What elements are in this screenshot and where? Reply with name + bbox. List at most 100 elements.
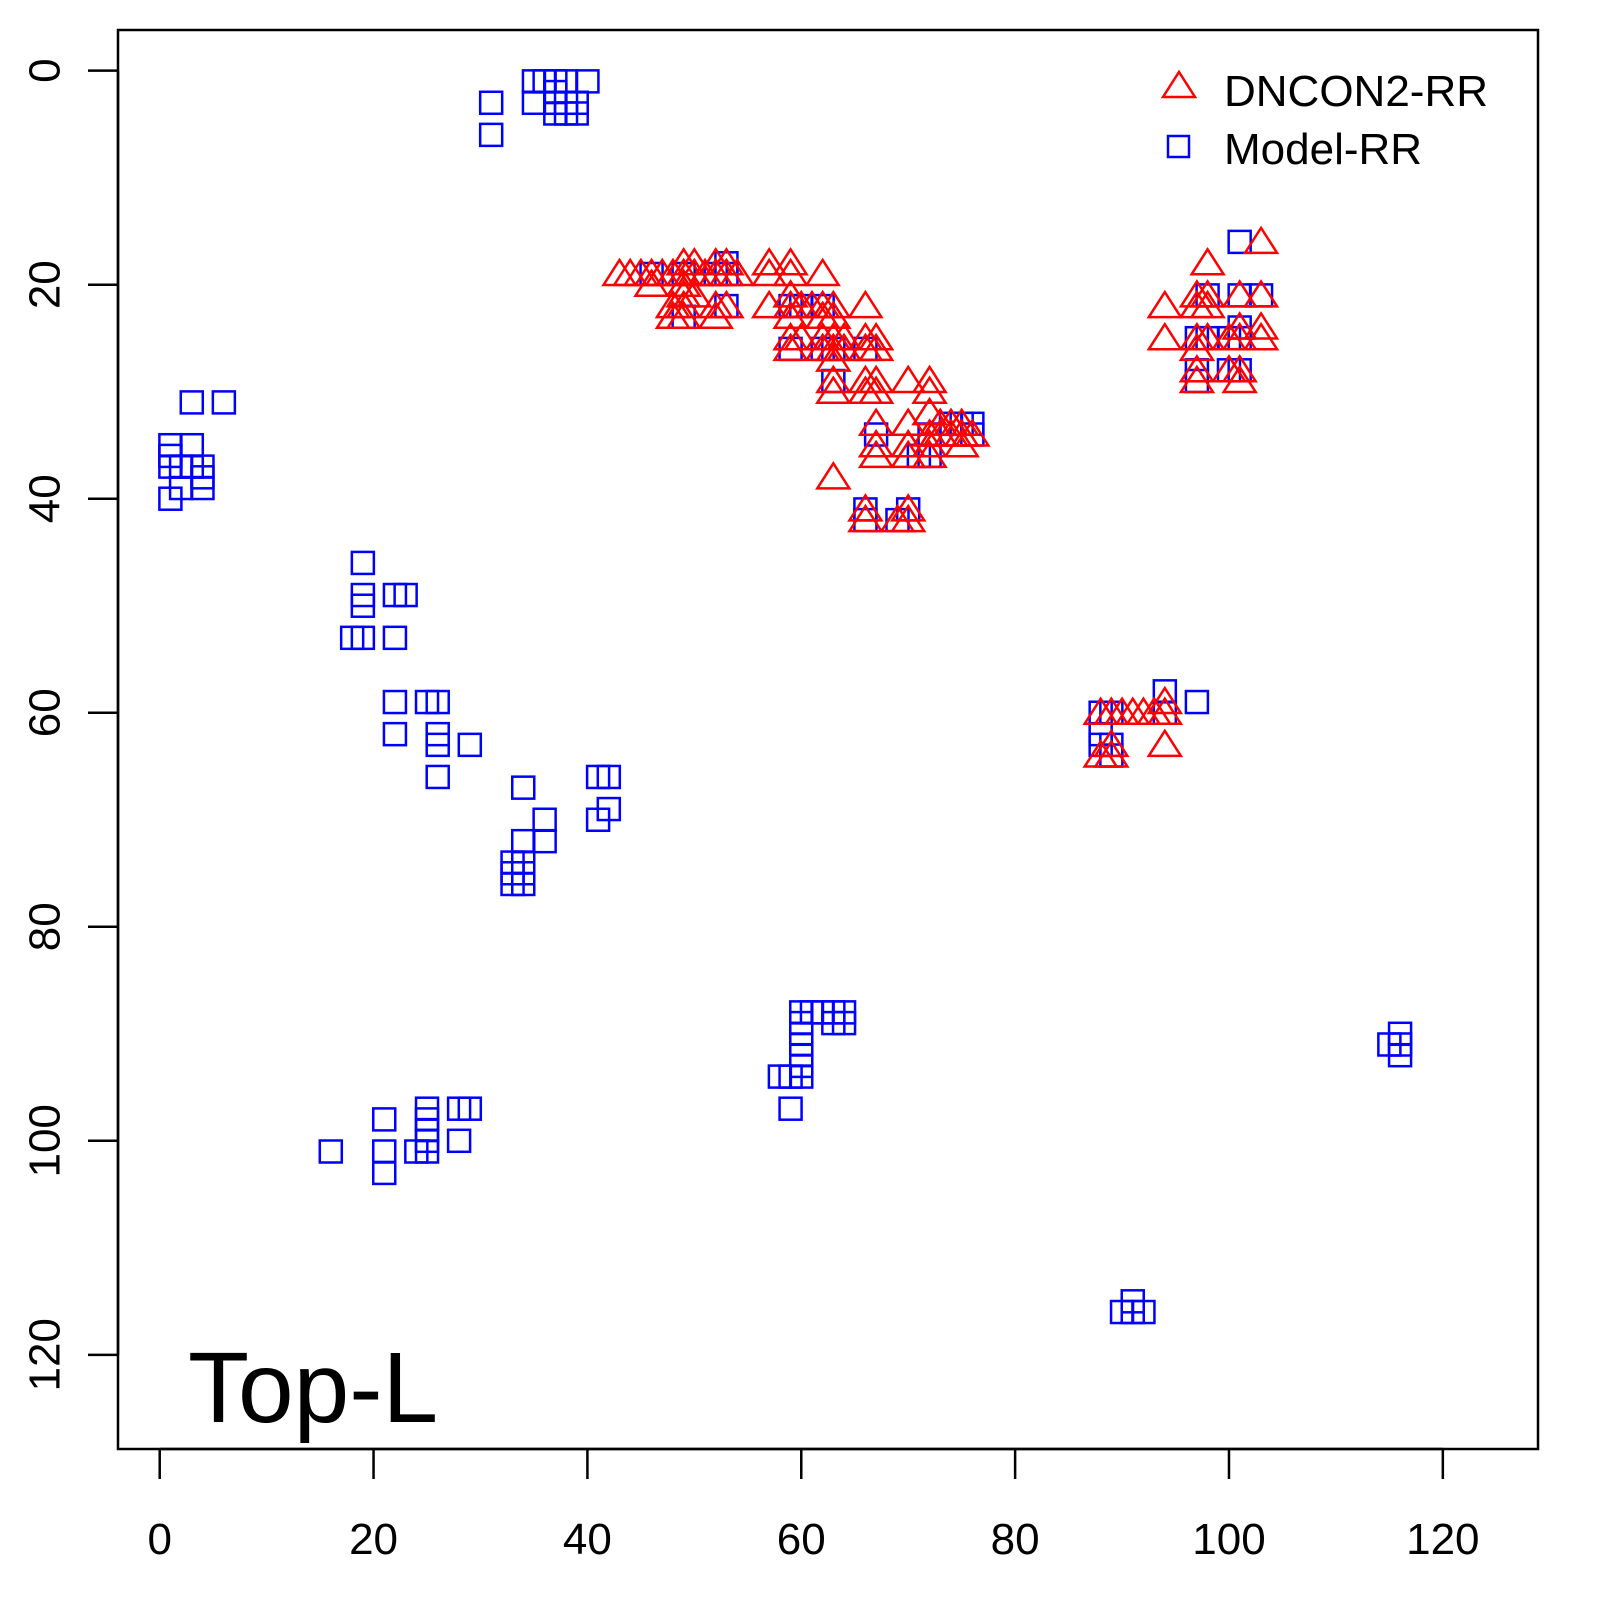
model-rr-point [350, 625, 376, 651]
dncon2-rr-point [1178, 364, 1216, 394]
dncon2-rr-point [954, 418, 991, 447]
dncon2-rr-point [857, 364, 895, 394]
dncon2-rr-point [857, 375, 895, 404]
y-tick-label: 20 [21, 260, 70, 309]
dncon2-rr-point [943, 407, 980, 437]
dncon2-rr-point [911, 428, 948, 458]
model-rr-point [318, 1139, 344, 1164]
model-rr-point [350, 593, 376, 618]
model-rr-point [350, 550, 376, 576]
legend-square-icon [1166, 134, 1191, 159]
dncon2-rr-point [1242, 225, 1280, 255]
model-rr-point [457, 1096, 483, 1121]
model-rr-point [789, 1064, 814, 1089]
dncon2-rr-point [601, 257, 638, 287]
x-tick-label: 40 [563, 1515, 612, 1564]
legend-label-model: Model-RR [1224, 125, 1422, 174]
legend-label-dncon2: DNCON2-RR [1224, 67, 1488, 116]
dncon2-rr-point [815, 375, 852, 404]
model-rr-point [564, 101, 589, 126]
model-rr-point [393, 582, 418, 608]
dncon2-rr-point [889, 428, 927, 458]
dncon2-rr-point [815, 300, 852, 330]
x-tick-label: 60 [777, 1515, 826, 1564]
model-rr-point [382, 625, 408, 651]
y-tick-label: 0 [21, 58, 70, 82]
dncon2-rr-point [943, 428, 980, 458]
y-tick-label: 80 [21, 902, 70, 951]
dncon2-rr-point [1221, 279, 1258, 308]
dncon2-rr-point [772, 246, 809, 276]
dncon2-rr-point [1189, 246, 1226, 276]
legend: DNCON2-RR Model-RR [1160, 67, 1488, 174]
dncon2-rr-point [772, 279, 809, 308]
y-tick-label: 60 [21, 688, 70, 737]
dncon2-rr-point [911, 375, 948, 404]
model-rr-point [575, 69, 600, 94]
dncon2-rr-point [1189, 289, 1226, 319]
model-rr-point [179, 390, 205, 415]
model-rr-point [382, 689, 408, 715]
plot-frame [116, 28, 1540, 1451]
model-rr-point [478, 122, 504, 148]
model-rr-point [382, 721, 408, 747]
dncon2-rr-point [633, 268, 670, 297]
model-rr-point [211, 390, 237, 415]
dncon2-rr-point [1146, 696, 1184, 725]
dncon2-rr-point [847, 493, 884, 522]
y-tick-label: 100 [21, 1104, 70, 1177]
model-rr-point [425, 689, 450, 715]
dncon2-rr-point [665, 289, 702, 319]
dncon2-rr-point [750, 246, 788, 276]
model-rr-point [532, 828, 557, 854]
y-tick-label: 120 [21, 1318, 70, 1391]
x-tick-label: 120 [1406, 1515, 1479, 1564]
dncon2-rr-point [1189, 279, 1226, 308]
dncon2-rr-point [815, 460, 852, 490]
model-rr-point [585, 807, 611, 833]
dncon2-rr-point [847, 289, 884, 319]
model-rr-point [831, 1010, 857, 1036]
dncon2-rr-point [857, 321, 895, 351]
x-axis: 0 20 40 60 80 100 120 [147, 1447, 1480, 1564]
model-rr-point [446, 1128, 472, 1154]
dncon2-rr-point [1242, 321, 1280, 351]
dncon2-rr-point [1210, 353, 1248, 383]
model-rr-point [372, 1160, 397, 1186]
y-axis: 0 20 40 60 80 100 120 [21, 58, 120, 1392]
model-rr-point [532, 807, 557, 833]
dncon2-rr-point [1242, 311, 1280, 340]
dncon2-rr-point [665, 300, 702, 330]
model-rr-point [596, 764, 622, 790]
dncon2-rr-point [772, 257, 809, 287]
dncon2-rr-point [750, 257, 788, 287]
model-rr-point [511, 871, 536, 897]
dncon2-rr-point [847, 503, 884, 533]
model-rr-point [1131, 1299, 1156, 1325]
dncon2-rr-point [665, 268, 702, 297]
x-tick-label: 0 [147, 1515, 171, 1564]
dncon2-rr-point [772, 332, 809, 362]
model-rr-point [179, 432, 205, 458]
dncon2-rr-point [911, 439, 948, 469]
dncon2-rr-point [857, 428, 895, 458]
dncon2-rr-point [889, 439, 927, 469]
legend-triangle-icon [1160, 69, 1198, 99]
dncon2-rr-point [857, 332, 895, 362]
model-rr-point [372, 1107, 397, 1132]
dncon2-rr-point [676, 279, 713, 308]
dncon2-rr-point [889, 364, 927, 394]
model-rr-point [425, 764, 450, 790]
model-rr-point [778, 1096, 803, 1121]
dncon2-rr-point [697, 300, 735, 330]
dncon2-rr-point [1221, 364, 1258, 394]
dncon2-rr-point [911, 396, 948, 426]
x-tick-label: 80 [991, 1515, 1040, 1564]
dncon2-rr-point [911, 364, 948, 394]
dncon2-rr-point [825, 332, 863, 362]
dncon2-rr-point [1146, 289, 1184, 319]
dncon2-rr-point [676, 246, 713, 276]
dncon2-rr-point [1221, 321, 1258, 351]
dncon2-rr-point [1146, 321, 1184, 351]
